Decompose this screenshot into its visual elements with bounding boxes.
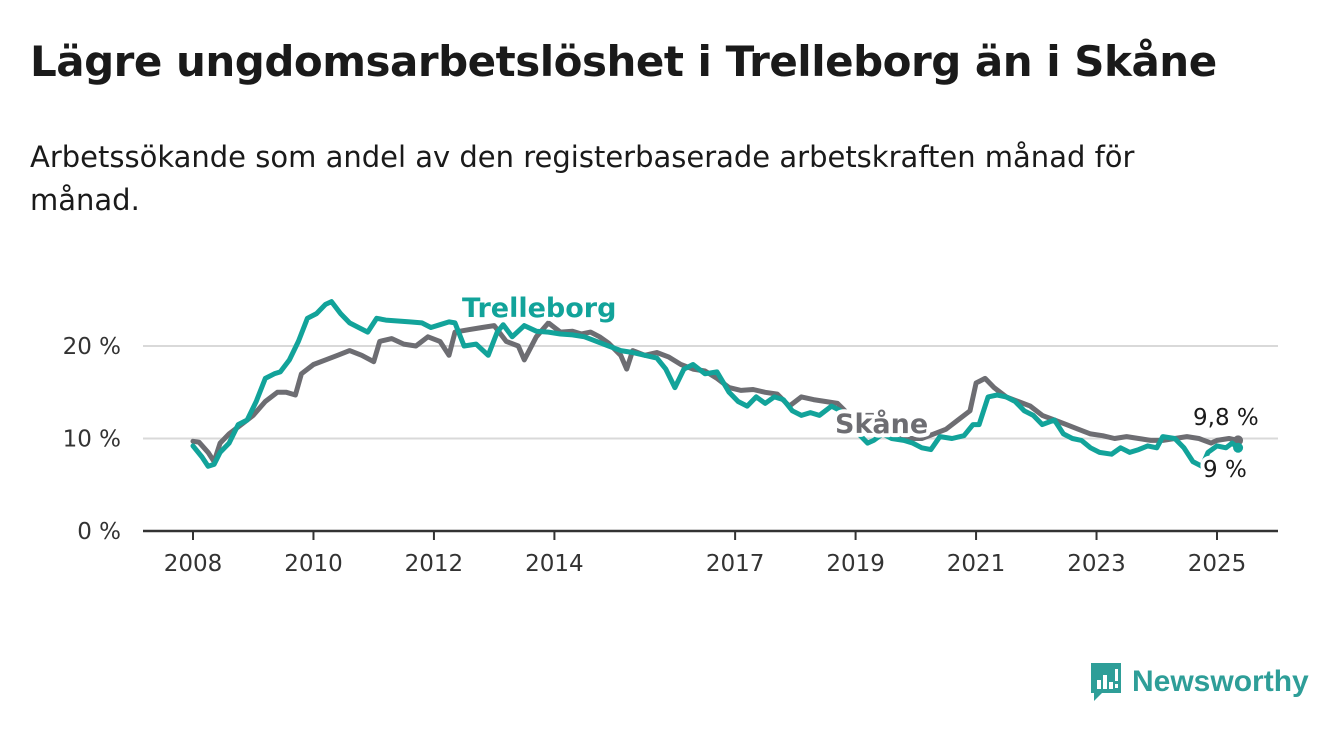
series-line-trelleborg bbox=[190, 299, 1241, 469]
end-label-trelleborg-halo: 9 % bbox=[1203, 457, 1247, 483]
series-label-skane-halo: Skåne bbox=[835, 408, 928, 440]
end-label-skane: 9,8 % bbox=[1193, 405, 1259, 431]
x-tick-label: 2021 bbox=[947, 551, 1006, 577]
x-tick-label: 2025 bbox=[1188, 551, 1247, 577]
x-tick-label: 2019 bbox=[826, 551, 885, 577]
y-tick-label: 10 % bbox=[63, 427, 121, 453]
series-label-skane: Skåne bbox=[835, 408, 928, 440]
x-tick-label: 2010 bbox=[284, 551, 343, 577]
end-label-trelleborg: 9 % bbox=[1203, 457, 1247, 483]
y-tick-label: 20 % bbox=[63, 334, 121, 360]
series-end-point-trelleborg bbox=[1233, 442, 1244, 453]
x-tick-label: 2012 bbox=[405, 551, 464, 577]
chart-subtitle: Arbetssökande som andel av den registerb… bbox=[30, 140, 1135, 217]
y-tick-label: 0 % bbox=[77, 519, 121, 545]
x-tick-label: 2008 bbox=[164, 551, 223, 577]
brand-name: Newsworthy bbox=[1132, 665, 1309, 698]
chart-title: Lägre ungdomsarbetslöshet i Trelleborg ä… bbox=[30, 37, 1217, 86]
x-tick-label: 2014 bbox=[525, 551, 584, 577]
end-label-skane-halo: 9,8 % bbox=[1193, 405, 1259, 431]
newsworthy-logo-icon bbox=[1091, 663, 1121, 701]
x-tick-label: 2023 bbox=[1067, 551, 1126, 577]
brand-logo: Newsworthy bbox=[1088, 660, 1309, 704]
series-label-trelleborg-halo: Trelleborg bbox=[462, 293, 616, 324]
series-label-trelleborg: Trelleborg bbox=[462, 293, 616, 324]
x-tick-label: 2017 bbox=[706, 551, 765, 577]
